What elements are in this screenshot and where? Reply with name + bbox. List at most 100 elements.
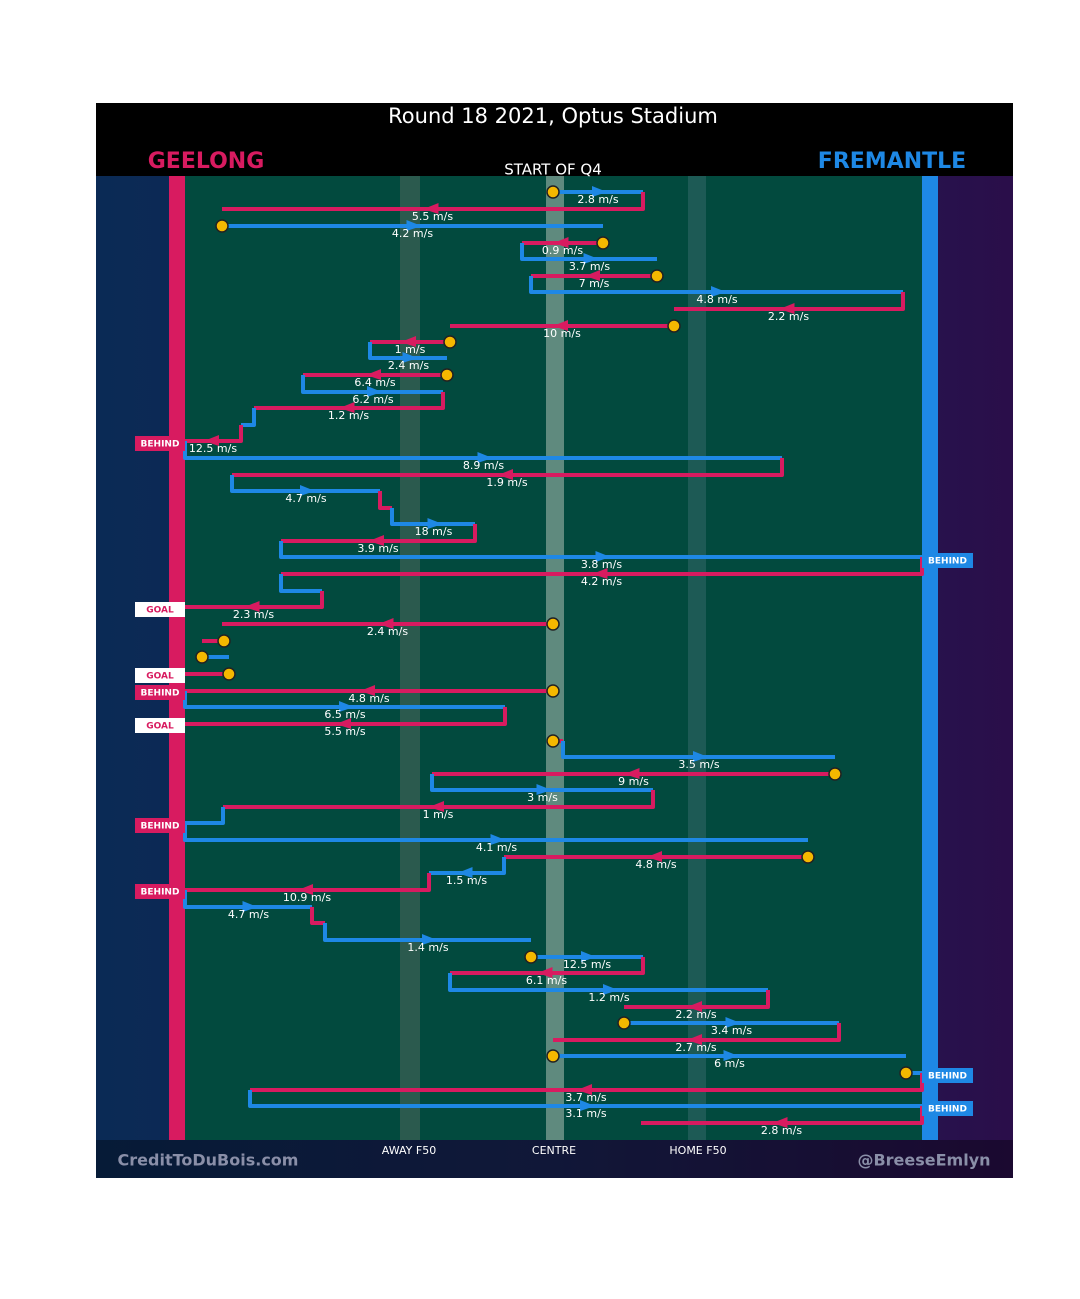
possession-start [617, 1016, 631, 1030]
event-box [135, 718, 185, 733]
speed-label: 4.8 m/s [635, 858, 676, 871]
direction-arrow [583, 253, 599, 264]
speed-label: 2.8 m/s [761, 1124, 802, 1137]
possession-start [546, 1049, 560, 1063]
possession-start [440, 368, 454, 382]
event-label: BEHIND [141, 689, 180, 699]
possession-start [217, 634, 231, 648]
event-label: BEHIND [928, 557, 967, 567]
speed-label: 1.9 m/s [486, 476, 527, 489]
speed-label: 18 m/s [415, 525, 453, 538]
possession-line [520, 243, 657, 261]
speed-label: 0.9 m/s [542, 244, 583, 257]
event-box [135, 668, 185, 683]
geelong-bar [169, 176, 185, 1140]
possession-line [529, 276, 903, 294]
direction-arrow [339, 402, 355, 413]
speed-label: 4.8 m/s [696, 293, 737, 306]
direction-arrow [592, 186, 607, 197]
speed-label: 3.5 m/s [678, 758, 719, 771]
speed-label: 4.2 m/s [581, 575, 622, 588]
possession-line [279, 541, 922, 559]
direction-arrow [536, 784, 552, 795]
direction-arrow [298, 884, 313, 895]
speed-label: 2.2 m/s [768, 310, 809, 323]
possession-start [650, 269, 664, 283]
title: Round 18 2021, Optus Stadium [388, 104, 718, 128]
possession-line [279, 574, 322, 593]
fremantle-bar [922, 176, 938, 1140]
direction-arrow [779, 303, 795, 314]
team-name: FREMANTLE [818, 149, 966, 174]
speed-label: 2.3 m/s [233, 608, 274, 621]
direction-arrow [427, 518, 443, 529]
direction-arrow [772, 1117, 788, 1128]
speed-label: 1.2 m/s [328, 409, 369, 422]
event-box [135, 884, 185, 899]
possession-line [185, 807, 225, 825]
possession-line [310, 907, 325, 925]
event-label: BEHIND [928, 1105, 967, 1115]
speed-label: 10.9 m/s [283, 891, 331, 904]
speed-label: 4.7 m/s [228, 908, 269, 921]
direction-arrow [204, 435, 219, 446]
speed-label: 3.7 m/s [569, 260, 610, 273]
possession-line [232, 458, 784, 477]
possession-start [546, 185, 560, 199]
period: START OF Q4 [504, 161, 602, 179]
possession-line [254, 392, 445, 410]
event-label: BEHIND [141, 822, 180, 832]
possession-start [546, 617, 560, 631]
speed-label: 10 m/s [543, 327, 581, 340]
direction-arrow [336, 718, 351, 729]
speed-label: 7 m/s [579, 277, 610, 290]
direction-arrow [687, 1001, 702, 1012]
speed-label: 4.7 m/s [285, 492, 326, 505]
direction-arrow [624, 768, 640, 779]
speed-label: 6.1 m/s [526, 974, 567, 987]
possession-line [624, 990, 770, 1009]
home-f50-line [688, 176, 706, 1140]
direction-arrow [477, 452, 493, 463]
possession-line [223, 790, 655, 809]
direction-arrow [429, 801, 444, 812]
event-box [922, 1101, 973, 1116]
direction-arrow [401, 336, 416, 347]
speed-label: 3.4 m/s [711, 1024, 752, 1037]
direction-arrow [711, 286, 726, 297]
centre-line [546, 176, 564, 1140]
credit: @BreeseEmlyn [857, 1151, 990, 1170]
event-label: BEHIND [141, 888, 180, 898]
possession-line [281, 524, 477, 543]
direction-arrow [360, 685, 375, 696]
speed-label: 8.9 m/s [463, 459, 504, 472]
speed-label: 6 m/s [714, 1057, 745, 1070]
event-label: BEHIND [928, 1072, 967, 1082]
possession-line [230, 475, 380, 493]
possession-line [185, 707, 507, 726]
direction-arrow [406, 220, 422, 231]
speed-label: 1 m/s [423, 808, 454, 821]
possession-line [450, 957, 645, 975]
possession-line [185, 425, 243, 443]
speed-label: 3.8 m/s [581, 558, 622, 571]
direction-arrow [367, 386, 382, 397]
speed-label: 1 m/s [395, 343, 426, 356]
event-label: GOAL [146, 722, 174, 732]
direction-arrow [592, 568, 608, 579]
direction-arrow [242, 901, 258, 912]
field-label: AWAY F50 [382, 1144, 436, 1157]
direction-arrow [423, 203, 439, 214]
event-box [922, 553, 973, 568]
possession-line [378, 491, 392, 510]
possession-line [241, 408, 256, 427]
direction-arrow [402, 352, 418, 363]
event-box [135, 818, 185, 833]
possession-line [323, 923, 531, 942]
speed-label: 2.2 m/s [675, 1008, 716, 1021]
possession-line [390, 508, 475, 526]
possession-line [674, 292, 905, 311]
possession-line [448, 973, 768, 992]
